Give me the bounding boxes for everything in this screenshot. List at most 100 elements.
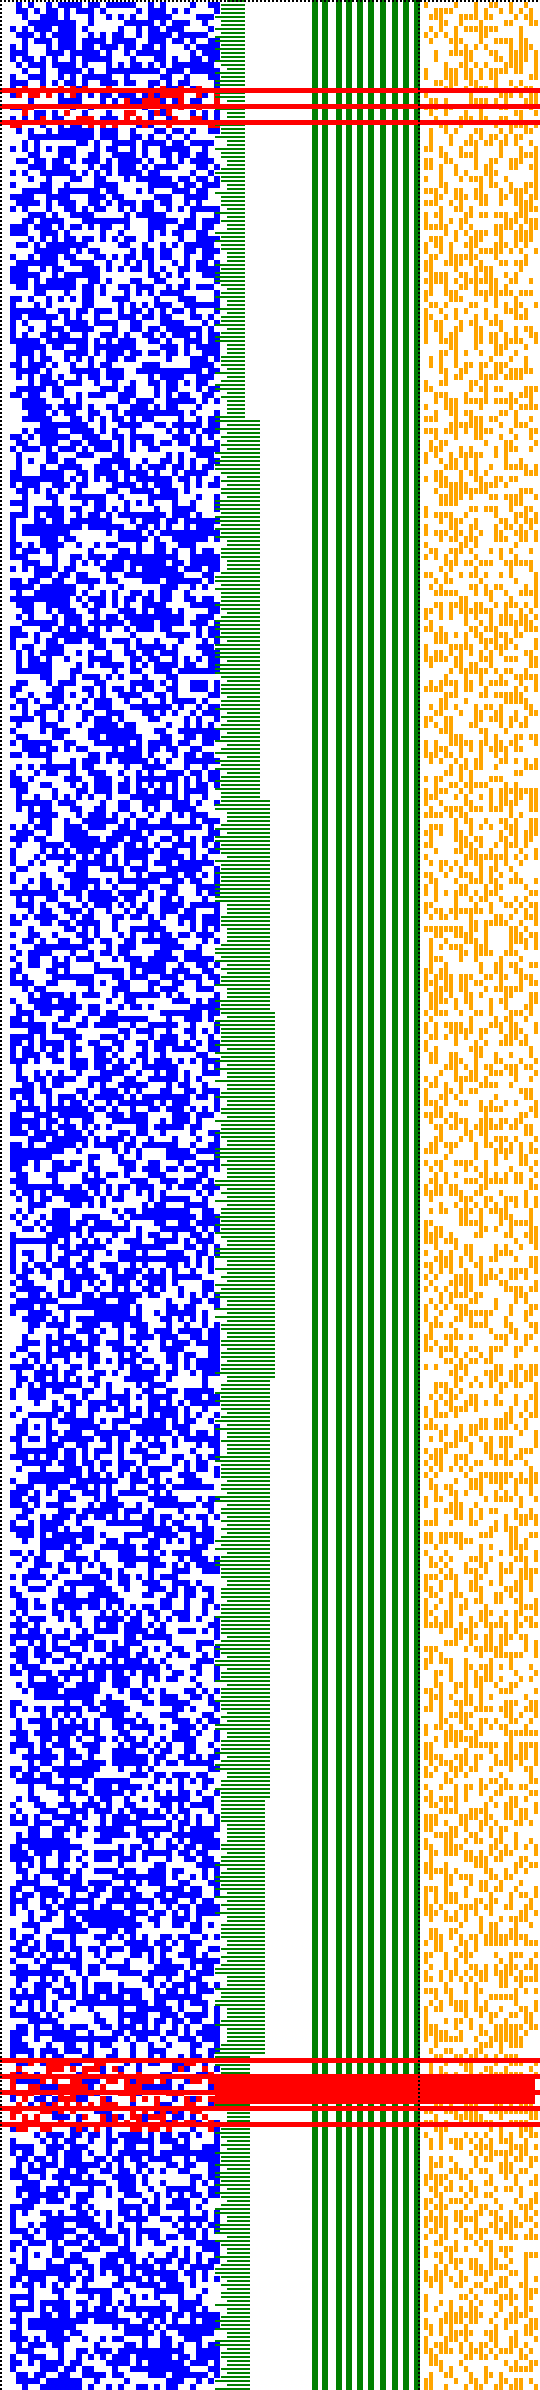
bit-cell xyxy=(82,1022,88,1028)
bit-cell xyxy=(100,848,106,854)
bit-cell xyxy=(172,1364,178,1370)
bit-cell xyxy=(10,1118,16,1124)
bit-cell xyxy=(88,8,94,14)
bit-cell xyxy=(16,1130,22,1136)
bit-cell xyxy=(136,884,142,890)
bit-cell xyxy=(142,1052,148,1058)
bit-cell xyxy=(160,488,166,494)
bit-cell xyxy=(196,1220,202,1226)
bit-cell xyxy=(166,992,172,998)
bit-cell xyxy=(94,158,100,164)
bit-cell xyxy=(148,1214,154,1220)
bit-cell xyxy=(166,770,172,776)
bit-cell xyxy=(208,722,214,728)
bit-cell xyxy=(10,1190,16,1196)
bit-cell xyxy=(214,308,220,314)
bit-cell xyxy=(106,188,112,194)
bit-cell xyxy=(16,962,22,968)
bit-cell xyxy=(148,572,154,578)
bit-cell xyxy=(70,1268,76,1274)
bit-cell xyxy=(160,494,166,500)
bit-cell xyxy=(88,494,94,500)
bit-cell xyxy=(10,80,16,86)
bit-cell xyxy=(160,128,166,134)
bit-cell xyxy=(214,686,220,692)
bit-cell xyxy=(136,788,142,794)
bit-cell xyxy=(118,494,124,500)
bit-cell xyxy=(136,98,142,104)
bit-cell xyxy=(88,362,94,368)
bit-cell xyxy=(82,866,88,872)
bit-cell xyxy=(100,1460,106,1466)
bit-cell xyxy=(64,26,70,32)
bit-cell xyxy=(172,1412,178,1418)
bit-cell xyxy=(52,1364,58,1370)
bit-cell xyxy=(112,134,118,140)
bit-cell xyxy=(94,1238,100,1244)
bit-cell xyxy=(82,842,88,848)
bit-cell xyxy=(52,158,58,164)
bit-cell xyxy=(124,1376,130,1382)
bit-cell xyxy=(70,1406,76,1412)
bit-cell xyxy=(82,818,88,824)
bit-cell xyxy=(208,374,214,380)
bit-cell xyxy=(154,644,160,650)
bit-cell xyxy=(214,872,220,878)
bit-cell xyxy=(88,434,94,440)
bit-cell xyxy=(82,338,88,344)
bit-cell xyxy=(184,266,190,272)
bit-cell xyxy=(94,920,100,926)
bit-cell xyxy=(196,194,202,200)
bit-cell xyxy=(28,176,34,182)
bit-cell xyxy=(160,1340,166,1346)
bit-cell xyxy=(130,278,136,284)
bit-cell xyxy=(190,1298,196,1304)
bit-cell xyxy=(130,1376,136,1382)
bit-cell xyxy=(82,746,88,752)
bit-cell xyxy=(124,98,130,104)
bit-cell xyxy=(22,1448,28,1454)
bit-cell xyxy=(10,314,16,320)
bit-cell xyxy=(40,440,46,446)
bit-cell xyxy=(52,650,58,656)
bit-cell xyxy=(28,374,34,380)
bit-cell xyxy=(208,38,214,44)
bit-cell xyxy=(148,236,154,242)
bit-cell xyxy=(10,1310,16,1316)
bit-cell xyxy=(214,1352,220,1358)
bit-cell xyxy=(202,938,208,944)
bit-cell xyxy=(70,320,76,326)
bit-cell xyxy=(34,1400,40,1406)
bit-cell xyxy=(100,422,106,428)
bit-cell xyxy=(28,1436,34,1442)
bit-cell xyxy=(214,638,220,644)
bit-cell xyxy=(130,428,136,434)
bit-cell xyxy=(28,188,34,194)
bit-cell xyxy=(202,734,208,740)
bit-cell xyxy=(208,932,214,938)
bit-cell xyxy=(106,782,112,788)
bit-cell xyxy=(40,518,46,524)
bit-cell xyxy=(208,1502,214,1508)
bit-cell xyxy=(40,374,46,380)
bit-cell xyxy=(118,890,124,896)
bit-cell xyxy=(214,1436,220,1442)
bit-cell xyxy=(178,1484,184,1490)
bit-cell xyxy=(46,326,52,332)
bit-cell xyxy=(202,680,208,686)
bit-cell xyxy=(172,686,178,692)
bit-cell xyxy=(58,1082,64,1088)
bit-cell xyxy=(178,830,184,836)
bit-cell xyxy=(88,1040,94,1046)
bit-cell xyxy=(34,566,40,572)
bit-cell xyxy=(136,50,142,56)
bit-cell xyxy=(16,500,22,506)
bit-cell xyxy=(184,1256,190,1262)
bit-cell xyxy=(22,38,28,44)
bit-cell xyxy=(46,1478,52,1484)
bit-cell xyxy=(214,962,220,968)
bit-cell xyxy=(88,302,94,308)
bit-cell xyxy=(130,812,136,818)
bit-cell xyxy=(100,1370,106,1376)
bit-cell xyxy=(16,314,22,320)
